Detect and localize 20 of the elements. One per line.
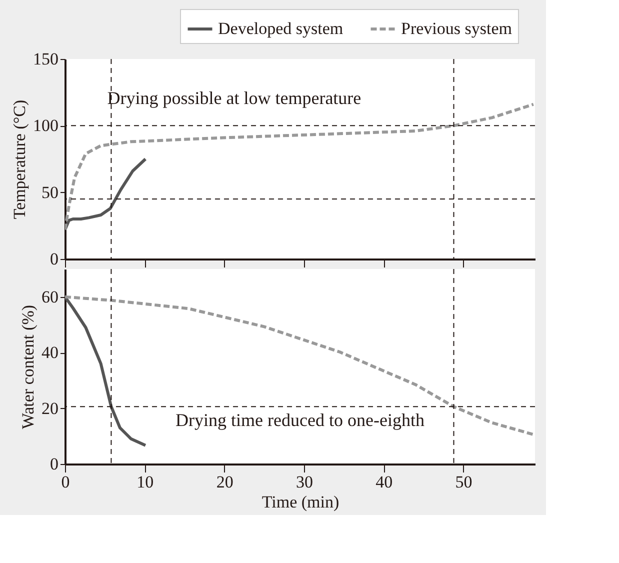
legend-label: Developed system (218, 19, 344, 38)
y-axis-title: Water content (%) (18, 304, 38, 430)
y-tick-label: 50 (42, 182, 58, 202)
x-tick-label: 10 (136, 472, 154, 492)
x-tick-label: 50 (455, 472, 472, 492)
y-tick-label: 100 (33, 116, 58, 136)
x-tick-label: 20 (216, 472, 234, 492)
y-tick-label: 60 (42, 287, 58, 306)
y-tick-label: 0 (50, 250, 58, 268)
x-tick-label: 40 (376, 472, 393, 492)
y-tick-label: 0 (50, 454, 58, 474)
y-tick-label: 20 (42, 398, 58, 418)
y-axis-title: Temperature (°C) (10, 100, 29, 220)
y-tick-label: 40 (42, 343, 58, 362)
x-tick-label: 30 (296, 472, 313, 492)
annotation: Drying time reduced to one-eighth (176, 410, 424, 430)
annotation: Drying possible at low temperature (107, 88, 362, 108)
y-tick-label: 150 (33, 50, 58, 68)
x-axis-title: Time (min) (262, 492, 340, 512)
legend-label: Previous system (401, 19, 512, 38)
